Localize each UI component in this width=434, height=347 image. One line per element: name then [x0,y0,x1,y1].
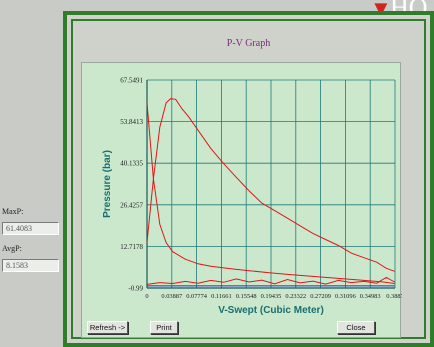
plot-panel: 0 0.03887 0.07774 0.11661 0.15548 0.19435 0.23… [81,62,402,338]
x-tick-label: 0.27209 [310,293,331,300]
x-tick-label: 0 [145,293,148,300]
series-2-line [146,102,395,284]
graph-title: P-V Graph [226,38,271,49]
x-tick-label: 0.11661 [211,293,232,300]
pv-chart: 0 0.03887 0.07774 0.11661 0.15548 0.19435 0.23… [102,77,402,317]
series-3-line [146,276,395,285]
x-tick-label: 0.15548 [236,293,257,300]
y-tick-label: 26.4257 [120,201,143,209]
y-tick-label: 40.1335 [120,160,143,168]
x-axis-title: V-Swept (Cubic Meter) [218,305,324,316]
refresh-button[interactable]: Refresh -> [87,321,128,334]
x-tick-label: 0.31096 [335,293,356,300]
max-pressure-field[interactable]: 61.4083 [2,222,59,235]
avg-pressure-field[interactable]: 8.1583 [2,259,59,272]
y-tick-label: 12.7178 [120,243,143,251]
y-axis-title: Pressure (bar) [102,150,113,218]
close-button[interactable]: Close [337,321,375,334]
print-button[interactable]: Print [150,321,178,334]
x-tick-label: 0.3887 [386,293,402,300]
x-tick-label: 0.19435 [261,293,282,300]
series-1-line [146,98,395,272]
max-pressure-label: MaxP: [2,207,24,216]
y-tick-label: -0.99 [128,285,143,293]
x-tick-label: 0.07774 [186,293,208,300]
x-tick-label: 0.23322 [285,293,306,300]
x-tick-label: 0.34983 [360,293,381,300]
x-tick-label: 0.03887 [161,293,183,300]
y-tick-label: 53.8413 [120,118,143,126]
avg-pressure-label: AvgP: [2,244,22,253]
y-tick-label: 67.5491 [120,77,143,85]
